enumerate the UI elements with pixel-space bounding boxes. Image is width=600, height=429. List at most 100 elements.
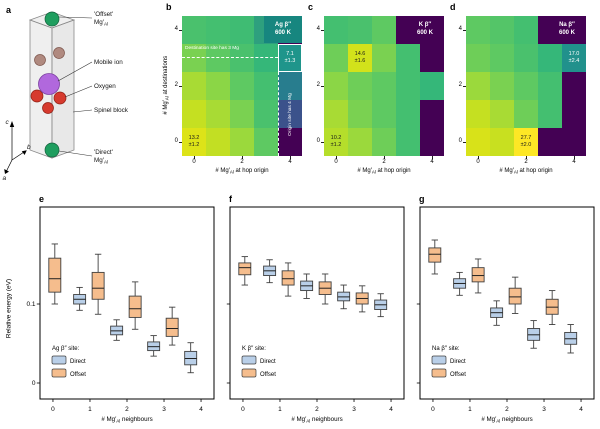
heatmap-cell (372, 72, 396, 100)
box-rect (128, 295, 142, 318)
heatmap-cell (230, 72, 254, 100)
annotation-cell-value: 17.0 ±2.4 (568, 50, 580, 64)
panel-letter-d: d (450, 2, 456, 12)
y-tick-mark (179, 142, 182, 143)
x-tick-label: 4 (430, 159, 434, 165)
heatmap-cell (182, 44, 206, 72)
heatmap-cell (254, 100, 278, 128)
oxygen-sphere (42, 102, 54, 114)
y-tick-mark (321, 30, 324, 31)
oxygen-sphere (53, 91, 67, 105)
x-tick-label: 3 (162, 406, 166, 413)
x-tick-mark (194, 156, 195, 159)
legend-label-direct: Direct (260, 359, 276, 365)
x-tick-label: 2 (382, 159, 386, 165)
y-tick-mark (463, 86, 466, 87)
box-offset (91, 253, 105, 315)
x-tick-label: 1 (88, 406, 92, 413)
legend-label-offset: Offset (70, 372, 86, 378)
x-tick-mark (526, 156, 527, 159)
box-offset (428, 239, 442, 275)
heatmap-cell (562, 44, 586, 72)
heatmap-cell (278, 128, 302, 156)
box-rect (471, 267, 485, 283)
box-rect (281, 270, 295, 286)
legend-label-offset: Offset (260, 372, 276, 378)
x-tick-label: 4 (199, 406, 203, 413)
annotation-cell-value: 14.6 ±1.6 (354, 50, 366, 64)
panel-badge: Na β″ 600 K (548, 16, 586, 43)
axis-triad (6, 126, 25, 172)
heatmap-cell (562, 100, 586, 128)
heatmap-cell (396, 100, 420, 128)
heatmap-cell (324, 128, 348, 156)
x-tick-label: 0 (334, 159, 338, 165)
x-tick-label: 2 (240, 159, 244, 165)
heatmap-cell (324, 16, 348, 44)
annotation-destination-line (182, 57, 278, 58)
heatmap-cell (420, 44, 444, 72)
heatmap-cell (562, 128, 586, 156)
leader-lines (57, 16, 93, 157)
heatmap-cell (348, 72, 372, 100)
heatmap-cell (396, 44, 420, 72)
boxplot-panel-f: f 0 1 2 3 4 # Mg′Al neighbours K β″ site: Direct… (226, 194, 405, 424)
heatmap-cell (562, 72, 586, 100)
panel-letter-g: g (419, 194, 425, 204)
heatmap-cell (490, 128, 514, 156)
heatmap-grid: K β″ 600 K 14.6 ±1.6 10.2 ±1.2 (324, 16, 444, 156)
boxplot-panel-g: g 0 1 2 3 4 # Mg′Al neighbours Na β″ site: Direc… (416, 194, 595, 424)
box-offset (508, 276, 522, 314)
heatmap-cell (182, 128, 206, 156)
x-tick-label: 3 (352, 406, 356, 413)
heatmap-cell (538, 72, 562, 100)
crystal-structure-panel: a 'Offset' Mg′Al Mobile ion Oxygen Spine… (3, 5, 129, 182)
panel-letter-a: a (6, 5, 12, 15)
heatmap-cell (206, 128, 230, 156)
x-tick-label: 0 (51, 406, 55, 413)
heatmap-cell (348, 16, 372, 44)
heatmap-cell (466, 72, 490, 100)
mobile-ion-sphere (38, 73, 60, 95)
a-axis-label: a (3, 175, 7, 182)
x-tick-mark (384, 156, 385, 159)
heatmap-cell (466, 44, 490, 72)
a-axis-arrow (4, 169, 9, 174)
x-tick-label: 1 (278, 406, 282, 413)
heatmap-cell (278, 100, 302, 128)
annotation-origin-line (278, 72, 279, 156)
x-tick-label: 0 (476, 159, 480, 165)
box-offset (355, 285, 369, 313)
heatmap-cell (490, 44, 514, 72)
oxygen-sphere (30, 89, 44, 103)
annotation-cell-value: 7.1 ±1.3 (284, 50, 296, 64)
heatmap-cell (206, 72, 230, 100)
heatmap-grid: Na β″ 600 K 17.0 ±2.4 27.7 ±2.0 (466, 16, 586, 156)
box-direct (300, 273, 314, 299)
x-tick-label: 4 (572, 159, 576, 165)
y-tick-label: 0.1 (26, 301, 35, 308)
y-tick-mark (463, 30, 466, 31)
x-axis-label: # Mg′Al neighbours (481, 416, 532, 424)
legend-swatch-direct (51, 355, 67, 365)
y-tick-label: 2 (174, 82, 178, 88)
heatmap-cell (278, 44, 302, 72)
heatmap-cell (514, 44, 538, 72)
heatmap-cell (254, 44, 278, 72)
x-tick-label: 0 (241, 406, 245, 413)
box-offset (165, 306, 179, 346)
box-direct (527, 320, 541, 349)
box-rect (48, 257, 62, 293)
box-rect (428, 247, 442, 263)
heatmap-cell (466, 100, 490, 128)
heatmap-cell (514, 16, 538, 44)
heatmap-cell (372, 16, 396, 44)
box-direct (453, 271, 467, 296)
panel-letter-f: f (229, 194, 233, 204)
offset-mg-label-formula: Mg′Al (94, 19, 108, 27)
direct-mg-label: 'Direct' (94, 149, 113, 156)
b-axis-label: b (27, 144, 31, 151)
annotation-cell-value: 13.2 ±1.2 (188, 134, 200, 148)
heatmap-x-axis-label: # Mg′Al at hop origin (357, 168, 411, 175)
